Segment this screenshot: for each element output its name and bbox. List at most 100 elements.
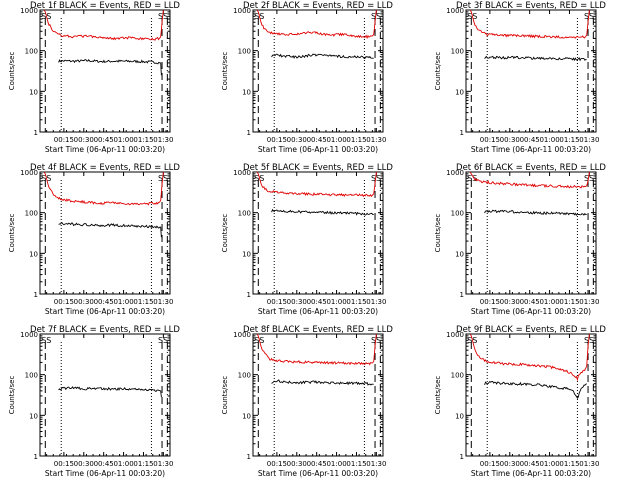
x-tick-label: 01:00	[113, 460, 133, 468]
y-axis-label: Counts/sec	[8, 52, 16, 91]
chart-title: Det 4f BLACK = Events, RED = LLD	[30, 163, 180, 173]
x-tick-label: 00:45	[520, 136, 540, 144]
chart-panel-5: Det 5f BLACK = Events, RED = LLD Counts/s…	[221, 163, 393, 316]
events-series-line	[271, 208, 374, 216]
plot-frame	[465, 9, 597, 133]
y-axis-label: Counts/sec	[434, 52, 442, 91]
events-series-line	[484, 209, 587, 217]
y-tick-label: 1	[247, 453, 251, 461]
x-tick-label: 01:15	[559, 136, 579, 144]
ss-marker: SS	[158, 336, 168, 345]
chart-panel-4: Det 4f BLACK = Events, RED = LLD Counts/s…	[8, 163, 180, 316]
y-tick-label: 1000	[233, 331, 251, 339]
x-tick-label: 01:15	[346, 136, 366, 144]
chart-panel-3: Det 3f BLACK = Events, RED = LLD Counts/s…	[434, 1, 606, 154]
x-tick-label: 00:15	[267, 460, 287, 468]
y-tick-label: 10	[242, 88, 251, 96]
y-tick-label: 100	[451, 210, 464, 218]
y-tick-label: 10	[455, 250, 464, 258]
x-tick-label: 00:15	[480, 298, 500, 306]
x-tick-label: 01:15	[133, 298, 153, 306]
x-axis-label: Start Time (06-Apr-11 00:03:20)	[258, 307, 378, 316]
y-axis-label: Counts/sec	[434, 376, 442, 415]
y-axis-label: Counts/sec	[221, 52, 229, 91]
chart-title: Det 5f BLACK = Events, RED = LLD	[243, 163, 393, 173]
y-tick-label: 10	[455, 88, 464, 96]
x-tick-label: 00:15	[54, 136, 74, 144]
chart-title: Det 1f BLACK = Events, RED = LLD	[30, 1, 180, 11]
ss-marker: SS	[584, 174, 594, 183]
x-tick-label: 00:30	[74, 298, 94, 306]
x-tick-label: 01:00	[113, 298, 133, 306]
y-axis-label: Counts/sec	[221, 376, 229, 415]
y-tick-label: 1	[460, 291, 464, 299]
y-tick-label: 1000	[20, 169, 38, 177]
x-tick-label: 01:30	[366, 136, 386, 144]
lld-series-line	[469, 333, 590, 382]
lld-series-line	[43, 9, 164, 41]
y-tick-label: 10	[242, 412, 251, 420]
x-tick-label: 00:30	[74, 460, 94, 468]
events-series-line	[271, 379, 374, 386]
y-tick-label: 1000	[233, 169, 251, 177]
y-axis-label: Counts/sec	[434, 214, 442, 253]
events-series-line	[58, 222, 162, 238]
y-tick-label: 1	[460, 129, 464, 137]
plot-frame	[39, 333, 171, 457]
y-axis-label: Counts/sec	[8, 376, 16, 415]
x-tick-label: 00:30	[500, 136, 520, 144]
x-tick-label: 01:30	[366, 460, 386, 468]
lld-series-line	[256, 333, 377, 366]
y-tick-label: 1000	[233, 7, 251, 15]
chart-title: Det 9f BLACK = Events, RED = LLD	[456, 325, 606, 335]
y-tick-label: 100	[238, 48, 251, 56]
chart-panel-8: Det 8f BLACK = Events, RED = LLD Counts/s…	[221, 325, 393, 478]
x-tick-label: 00:15	[480, 136, 500, 144]
y-tick-label: 10	[242, 250, 251, 258]
y-tick-label: 100	[451, 372, 464, 380]
x-tick-label: 00:30	[287, 136, 307, 144]
chart-title: Det 3f BLACK = Events, RED = LLD	[456, 1, 606, 11]
y-tick-label: 100	[238, 372, 251, 380]
x-tick-label: 01:00	[326, 136, 346, 144]
x-tick-label: 00:30	[287, 460, 307, 468]
x-tick-label: 00:45	[94, 136, 114, 144]
plot-frame	[252, 333, 384, 457]
y-tick-label: 100	[451, 48, 464, 56]
events-series-line	[58, 59, 162, 76]
lld-series-line	[469, 171, 590, 189]
x-tick-label: 01:00	[326, 460, 346, 468]
lld-series-line	[256, 9, 377, 40]
x-tick-label: 00:45	[520, 298, 540, 306]
y-axis-label: Counts/sec	[221, 214, 229, 253]
x-tick-label: 01:30	[579, 460, 599, 468]
x-tick-label: 01:00	[326, 298, 346, 306]
x-tick-label: 00:45	[520, 460, 540, 468]
y-tick-label: 1	[34, 129, 38, 137]
x-axis-label: Start Time (06-Apr-11 00:03:20)	[471, 145, 591, 154]
y-tick-label: 1	[34, 453, 38, 461]
x-axis-label: Start Time (06-Apr-11 00:03:20)	[471, 307, 591, 316]
events-series-line	[484, 380, 587, 400]
x-tick-label: 01:30	[579, 136, 599, 144]
lld-series-line	[469, 9, 590, 39]
x-tick-label: 00:30	[500, 460, 520, 468]
y-tick-label: 1000	[446, 169, 464, 177]
x-tick-label: 00:45	[94, 460, 114, 468]
x-axis-label: Start Time (06-Apr-11 00:03:20)	[45, 307, 165, 316]
x-tick-label: 00:15	[480, 460, 500, 468]
chart-panel-2: Det 2f BLACK = Events, RED = LLD Counts/s…	[221, 1, 393, 154]
plot-frame	[39, 9, 171, 133]
chart-title: Det 7f BLACK = Events, RED = LLD	[30, 325, 180, 335]
y-tick-label: 100	[25, 210, 38, 218]
chart-panel-6: Det 6f BLACK = Events, RED = LLD Counts/s…	[434, 163, 606, 316]
ss-marker: SS	[41, 336, 51, 345]
x-axis-label: Start Time (06-Apr-11 00:03:20)	[471, 469, 591, 478]
events-series-line	[484, 55, 587, 62]
x-tick-label: 01:00	[539, 460, 559, 468]
x-tick-label: 01:15	[559, 460, 579, 468]
y-tick-label: 10	[29, 250, 38, 258]
y-tick-label: 10	[29, 412, 38, 420]
events-series-line	[58, 386, 162, 398]
